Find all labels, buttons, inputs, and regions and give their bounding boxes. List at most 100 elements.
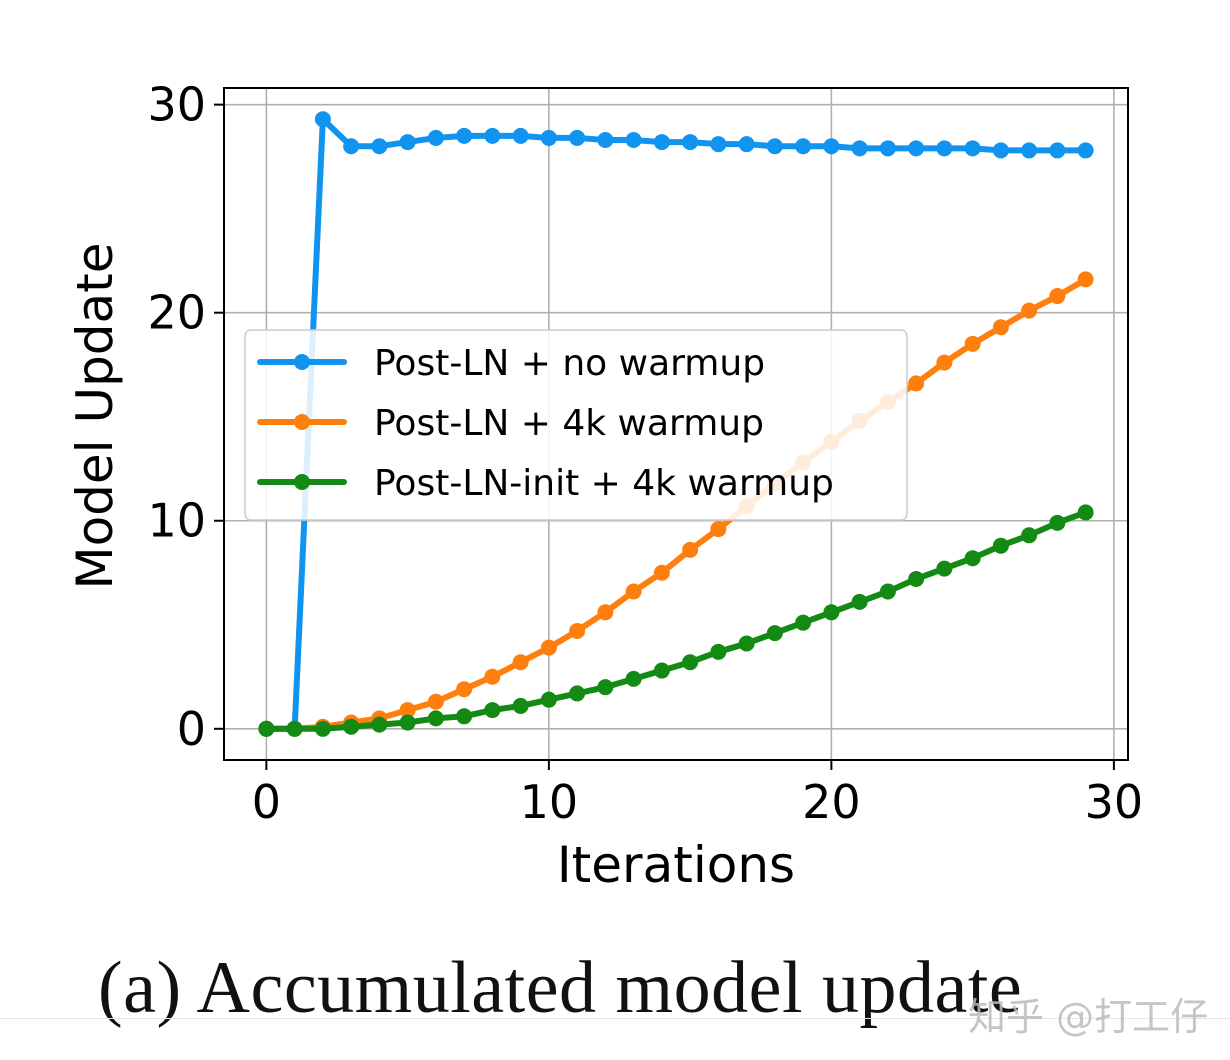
data-point	[851, 593, 868, 610]
data-point	[456, 708, 473, 725]
data-point	[964, 140, 981, 157]
data-point	[992, 142, 1009, 159]
legend-swatch-marker	[294, 474, 310, 490]
legend: Post-LN + no warmup Post-LN + 4k warmup Po…	[244, 329, 908, 521]
data-point	[427, 129, 444, 146]
data-point	[823, 138, 840, 155]
data-point	[710, 136, 727, 153]
data-point	[399, 134, 416, 151]
axis-ticks: 0 10 20 30 0 10 20 30	[147, 78, 1143, 829]
data-point	[625, 670, 642, 687]
data-point	[569, 685, 586, 702]
data-point	[908, 570, 925, 587]
data-point	[766, 138, 783, 155]
data-point	[399, 714, 416, 731]
data-point	[738, 635, 755, 652]
data-point	[597, 604, 614, 621]
data-point	[682, 134, 699, 151]
data-point	[1077, 142, 1094, 159]
data-point	[314, 111, 331, 128]
legend-label: Post-LN-init + 4k warmup	[374, 463, 834, 504]
data-point	[879, 140, 896, 157]
y-tick-label: 30	[147, 78, 206, 132]
series-layer	[258, 111, 1094, 737]
data-point	[286, 720, 303, 737]
data-point	[258, 720, 275, 737]
legend-entry: Post-LN + 4k warmup	[257, 403, 764, 444]
x-tick-label: 30	[1085, 775, 1144, 829]
x-axis-title: Iterations	[557, 836, 795, 894]
data-point	[343, 138, 360, 155]
y-axis-title: Model Update	[66, 242, 124, 589]
data-point	[964, 335, 981, 352]
data-point	[992, 319, 1009, 336]
data-point	[540, 639, 557, 656]
legend-swatch-marker	[294, 354, 310, 370]
watermark-text: 知乎 @打工仔	[968, 995, 1209, 1039]
series-line	[263, 509, 1089, 732]
data-point	[1049, 288, 1066, 305]
data-point	[569, 129, 586, 146]
data-point	[795, 614, 812, 631]
data-point	[908, 375, 925, 392]
data-point	[653, 662, 670, 679]
data-point	[1021, 142, 1038, 159]
x-tick-label: 10	[520, 775, 579, 829]
legend-swatch-marker	[294, 414, 310, 430]
data-point	[682, 654, 699, 671]
data-point	[936, 354, 953, 371]
figure-caption: (a) Accumulated model update	[98, 947, 1023, 1029]
data-point	[738, 136, 755, 153]
data-point	[512, 654, 529, 671]
y-tick-label: 0	[177, 702, 206, 756]
data-point	[540, 129, 557, 146]
data-point	[399, 702, 416, 719]
data-point	[343, 718, 360, 735]
data-point	[908, 140, 925, 157]
data-point	[879, 583, 896, 600]
data-point	[371, 716, 388, 733]
data-point	[484, 127, 501, 144]
data-point	[710, 521, 727, 538]
data-point	[1077, 271, 1094, 288]
data-point	[456, 681, 473, 698]
data-point	[569, 623, 586, 640]
data-point	[625, 583, 642, 600]
data-point	[314, 720, 331, 737]
data-point	[653, 564, 670, 581]
data-point	[936, 560, 953, 577]
data-point	[823, 604, 840, 621]
x-tick-label: 20	[802, 775, 861, 829]
data-point	[964, 550, 981, 567]
data-point	[456, 127, 473, 144]
data-point	[936, 140, 953, 157]
data-point	[540, 691, 557, 708]
data-point	[427, 693, 444, 710]
data-point	[597, 679, 614, 696]
data-point	[371, 138, 388, 155]
data-point	[512, 697, 529, 714]
y-tick-label: 10	[147, 494, 206, 548]
series-3	[258, 504, 1094, 737]
data-point	[427, 710, 444, 727]
data-point	[682, 541, 699, 558]
footer-divider	[0, 1018, 1230, 1019]
y-tick-label: 20	[147, 286, 206, 340]
data-point	[710, 643, 727, 660]
x-tick-label: 0	[252, 775, 281, 829]
data-point	[625, 132, 642, 149]
data-point	[851, 140, 868, 157]
data-point	[1021, 527, 1038, 544]
data-point	[1049, 142, 1066, 159]
data-point	[1077, 504, 1094, 521]
data-point	[1021, 302, 1038, 319]
data-point	[484, 668, 501, 685]
data-point	[597, 132, 614, 149]
data-point	[992, 537, 1009, 554]
plot-frame	[223, 87, 1129, 761]
legend-box	[244, 329, 908, 521]
data-point	[653, 134, 670, 151]
data-point	[795, 138, 812, 155]
legend-entry: Post-LN + no warmup	[257, 343, 765, 384]
